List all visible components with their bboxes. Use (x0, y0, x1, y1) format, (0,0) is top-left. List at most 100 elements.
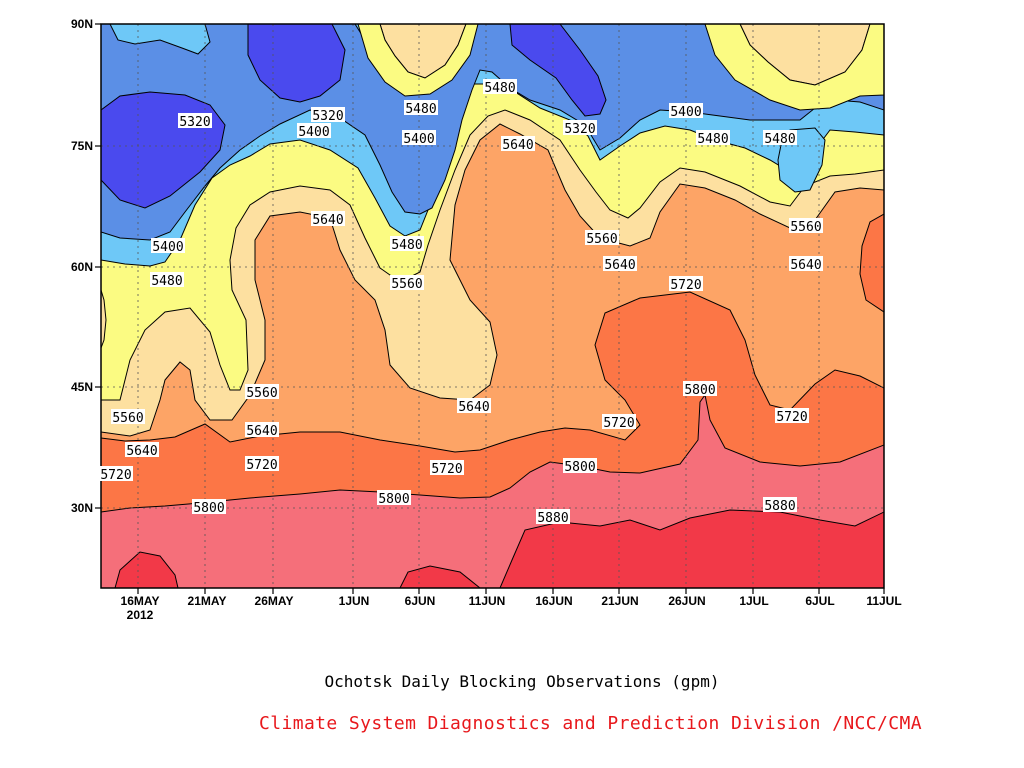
contour-label-5320: 5320 (311, 107, 345, 124)
xtick-21may: 21MAY (188, 594, 227, 608)
xtick-16may: 16MAY (121, 594, 160, 608)
contour-label-5640: 5640 (501, 136, 535, 153)
svg-text:5720: 5720 (246, 458, 277, 473)
ytick-30n: 30N (71, 501, 93, 515)
svg-text:5640: 5640 (604, 258, 635, 273)
contour-label-5560: 5560 (111, 409, 145, 426)
svg-text:5800: 5800 (684, 383, 715, 398)
svg-text:5480: 5480 (484, 81, 515, 96)
svg-text:5720: 5720 (100, 468, 131, 483)
svg-text:5800: 5800 (564, 460, 595, 475)
svg-text:5720: 5720 (603, 416, 634, 431)
band-5480-topright (704, 24, 884, 111)
band-5400-topleft (109, 24, 211, 55)
contour-label-5400: 5400 (669, 103, 703, 120)
contour-label-5720: 5720 (99, 466, 133, 483)
contour-label-5720: 5720 (602, 414, 636, 431)
credit-line: Climate System Diagnostics and Predictio… (259, 713, 922, 734)
svg-text:5640: 5640 (458, 400, 489, 415)
svg-text:5640: 5640 (312, 213, 343, 228)
band-below-5320-east (509, 24, 607, 117)
svg-text:5800: 5800 (378, 492, 409, 507)
contour-label-5800: 5800 (683, 381, 717, 398)
svg-text:5560: 5560 (112, 411, 143, 426)
svg-text:5720: 5720 (431, 462, 462, 477)
band-5720-east (859, 213, 884, 313)
svg-text:5400: 5400 (670, 105, 701, 120)
plot-frame (100, 23, 885, 589)
svg-text:5560: 5560 (246, 386, 277, 401)
tick-marks (95, 23, 885, 594)
svg-text:5400: 5400 (403, 132, 434, 147)
xtick-21jun: 21JUN (601, 594, 638, 608)
ytick-90n: 90N (71, 17, 93, 31)
svg-text:5400: 5400 (298, 125, 329, 140)
svg-text:5880: 5880 (764, 499, 795, 514)
ytick-45n: 45N (71, 380, 93, 394)
contour-label-5800: 5800 (563, 458, 597, 475)
svg-text:5560: 5560 (391, 277, 422, 292)
svg-text:5560: 5560 (586, 232, 617, 247)
xtick-26jun: 26JUN (668, 594, 705, 608)
svg-text:5640: 5640 (126, 444, 157, 459)
contour-label-5880: 5880 (536, 509, 570, 526)
contour-label-5880: 5880 (763, 497, 797, 514)
xtick-16jun: 16JUN (535, 594, 572, 608)
contour-label-5720: 5720 (669, 276, 703, 293)
band-below-5320-north (247, 24, 346, 103)
contour-label-5560: 5560 (789, 218, 823, 235)
svg-text:5320: 5320 (564, 122, 595, 137)
svg-text:5560: 5560 (790, 220, 821, 235)
contour-label-5640: 5640 (311, 211, 345, 228)
xtick-26may: 26MAY (255, 594, 294, 608)
svg-text:5640: 5640 (246, 424, 277, 439)
svg-text:5480: 5480 (697, 132, 728, 147)
svg-text:5480: 5480 (151, 274, 182, 289)
contour-label-5720: 5720 (430, 460, 464, 477)
contour-label-5720: 5720 (775, 408, 809, 425)
contour-label-5400: 5400 (297, 123, 331, 140)
contour-label-5800: 5800 (192, 499, 226, 516)
svg-text:5480: 5480 (391, 238, 422, 253)
xtick-11jun: 11JUN (469, 594, 506, 608)
xtick-1jun: 1JUN (339, 594, 370, 608)
contour-label-5480: 5480 (696, 130, 730, 147)
band-5880 (499, 509, 884, 588)
contour-label-5480: 5480 (483, 79, 517, 96)
contour-label-5400: 5400 (151, 238, 185, 255)
contour-label-5320: 5320 (563, 120, 597, 137)
xtick-1jul: 1JUL (739, 594, 768, 608)
band-5880-mid (399, 565, 481, 588)
xtick-11jul: 11JUL (866, 594, 901, 608)
xtick-year: 2012 (127, 608, 154, 622)
contour-label-5560: 5560 (390, 275, 424, 292)
contour-label-5560: 5560 (585, 230, 619, 247)
contour-chart: 90N 75N 60N 45N 30N 16MAY 2012 21MAY 26M… (71, 17, 902, 622)
contour-label-5480: 5480 (150, 272, 184, 289)
band-5480-topmid (357, 24, 479, 97)
contour-label-5640: 5640 (245, 422, 279, 439)
band-5560-leftedge (101, 289, 107, 349)
contour-label-5480: 5480 (390, 236, 424, 253)
contour-label-5640: 5640 (125, 442, 159, 459)
contour-label-5560: 5560 (245, 384, 279, 401)
svg-text:5320: 5320 (312, 109, 343, 124)
svg-text:5640: 5640 (502, 138, 533, 153)
contour-label-5640: 5640 (603, 256, 637, 273)
svg-text:5320: 5320 (179, 115, 210, 130)
svg-text:5880: 5880 (537, 511, 568, 526)
svg-text:5480: 5480 (405, 102, 436, 117)
svg-text:5720: 5720 (776, 410, 807, 425)
contour-label-5320: 5320 (178, 113, 212, 130)
ytick-75n: 75N (71, 139, 93, 153)
svg-text:5400: 5400 (152, 240, 183, 255)
contour-label-5400: 5400 (402, 130, 436, 147)
contour-label-5720: 5720 (245, 456, 279, 473)
contour-label-5640: 5640 (789, 256, 823, 273)
xtick-6jul: 6JUL (805, 594, 834, 608)
svg-text:5480: 5480 (764, 132, 795, 147)
svg-text:5800: 5800 (193, 501, 224, 516)
contour-label-5480: 5480 (763, 130, 797, 147)
contour-label-5480: 5480 (404, 100, 438, 117)
